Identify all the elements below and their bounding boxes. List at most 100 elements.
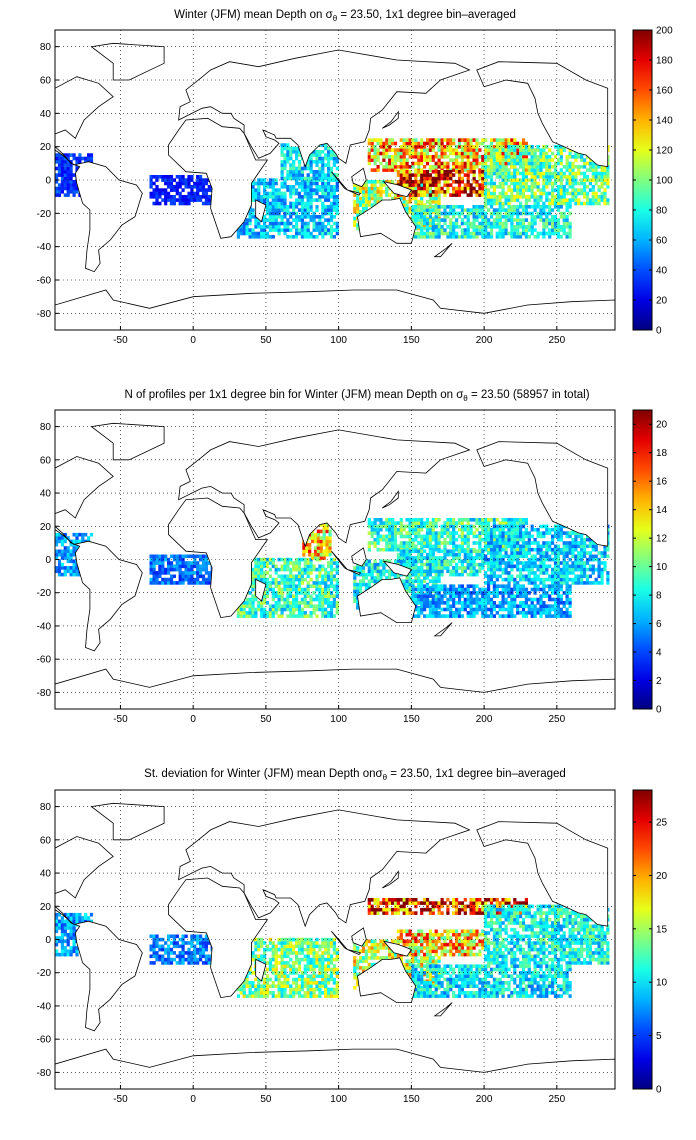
data-cell — [167, 185, 171, 189]
data-cell — [308, 546, 312, 550]
data-cell — [475, 148, 479, 152]
data-cells — [55, 518, 610, 618]
data-cell — [388, 537, 392, 542]
data-cell — [303, 201, 307, 206]
data-cell — [417, 521, 421, 525]
colorbar-tick-label: 120 — [656, 146, 673, 157]
data-cell — [408, 524, 412, 529]
data-cell — [271, 201, 275, 206]
data-cell — [457, 572, 462, 577]
data-cell — [388, 158, 392, 162]
data-cell — [495, 161, 499, 166]
data-cell — [516, 178, 520, 182]
data-cell — [254, 231, 258, 236]
data-cell — [257, 571, 261, 575]
data-cell — [556, 148, 560, 152]
data-cell — [463, 190, 467, 194]
data-cell — [577, 155, 581, 159]
data-cell — [434, 165, 438, 169]
data-cell — [466, 158, 470, 162]
data-cell — [489, 231, 494, 236]
data-cell — [190, 561, 194, 565]
data-cell — [437, 569, 441, 574]
data-cell — [539, 231, 543, 236]
data-cell — [329, 188, 334, 192]
data-cell — [300, 188, 304, 192]
data-cell — [408, 148, 412, 152]
data-cell — [315, 597, 319, 602]
data-cell — [286, 561, 290, 565]
data-cell — [545, 171, 549, 176]
data-cell — [455, 190, 459, 194]
data-cell — [431, 562, 435, 567]
data-cell — [332, 614, 336, 618]
data-cell — [318, 574, 322, 579]
data-cell — [507, 215, 511, 219]
data-cell — [367, 161, 371, 166]
data-cell — [359, 586, 363, 590]
data-cell — [263, 557, 267, 562]
data-cell — [516, 198, 520, 202]
data-cell — [353, 586, 357, 590]
data-cell — [373, 161, 377, 166]
data-cell — [507, 148, 511, 152]
data-cell — [513, 185, 517, 189]
data-cell — [169, 188, 174, 192]
data-cell — [277, 604, 281, 608]
data-cell — [420, 518, 424, 522]
data-cell — [548, 171, 552, 176]
coastlines — [55, 42, 615, 330]
data-cell — [591, 191, 595, 196]
data-cell — [242, 607, 246, 612]
data-cell — [295, 594, 299, 598]
data-cell — [487, 518, 491, 522]
data-cell — [335, 198, 339, 202]
data-cell — [364, 193, 368, 197]
data-cell — [292, 225, 296, 229]
data-cell — [277, 597, 281, 602]
data-cell — [57, 559, 62, 564]
data-cell — [457, 235, 462, 239]
data-cell — [161, 571, 165, 575]
data-cell — [457, 151, 462, 156]
data-cell — [388, 521, 392, 525]
data-cell — [274, 601, 278, 605]
data-cell — [539, 198, 543, 202]
data-cell — [428, 193, 432, 197]
data-cell — [408, 138, 412, 142]
data-cell — [66, 160, 70, 164]
colorbar-tick-label: 180 — [656, 56, 673, 67]
data-cell — [472, 186, 476, 191]
data-cell — [411, 559, 415, 564]
data-cell — [199, 188, 203, 192]
data-cell — [332, 561, 336, 565]
data-cell — [408, 186, 412, 191]
data-cell — [379, 180, 383, 184]
data-cell — [370, 155, 374, 159]
data-cell — [414, 531, 418, 535]
data-cell — [487, 195, 491, 199]
data-cell — [553, 225, 558, 229]
data-cell — [449, 518, 453, 522]
data-cell — [545, 155, 549, 159]
data-cell — [396, 155, 400, 159]
data-cell — [292, 604, 296, 608]
data-cell — [78, 539, 82, 544]
data-cell — [251, 604, 255, 608]
data-cell — [597, 175, 601, 179]
data-cell — [329, 150, 334, 154]
data-cell — [597, 165, 601, 169]
data-cell — [265, 225, 270, 229]
data-cell — [295, 218, 299, 222]
data-cell — [239, 611, 243, 615]
data-cell — [315, 587, 319, 592]
data-cell — [498, 158, 502, 162]
data-cell — [335, 156, 339, 161]
data-cell — [437, 231, 441, 236]
data-cell — [524, 218, 528, 222]
data-cell — [519, 518, 523, 522]
data-cell — [313, 546, 318, 550]
data-cell — [312, 170, 316, 174]
data-cell — [553, 165, 558, 169]
data-cell — [306, 225, 310, 229]
